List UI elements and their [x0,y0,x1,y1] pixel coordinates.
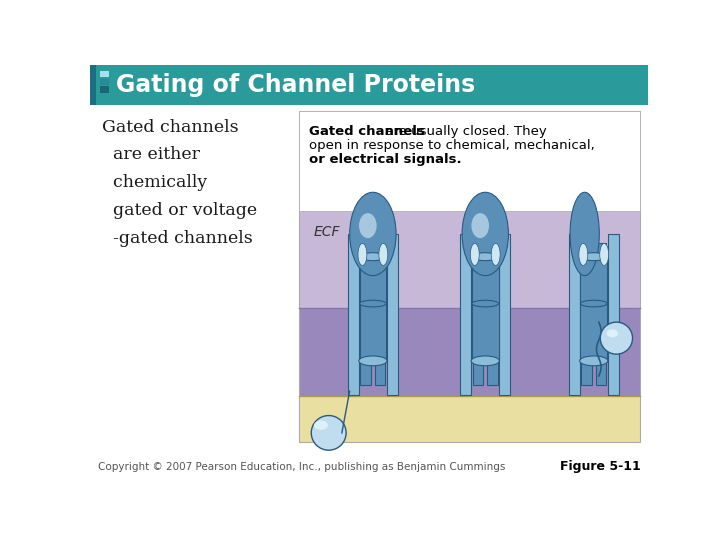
Bar [100,86,109,92]
Bar [360,244,371,386]
Bar [100,79,109,85]
Text: or electrical signals.: or electrical signals. [309,153,462,166]
Ellipse shape [470,244,480,266]
Bar [581,244,592,386]
Bar [359,256,386,361]
Ellipse shape [379,244,388,266]
Text: Gated channels: Gated channels [102,119,238,136]
Text: -gated channels: -gated channels [102,230,253,247]
Text: are usually closed. They: are usually closed. They [382,125,547,138]
Bar [90,65,648,105]
Ellipse shape [311,416,346,450]
Bar [487,244,498,386]
Ellipse shape [472,253,498,261]
Text: Gating of Channel Proteins: Gating of Channel Proteins [116,73,474,97]
Ellipse shape [570,192,599,275]
Text: are either: are either [102,146,199,164]
Text: open in response to chemical, mechanical,: open in response to chemical, mechanical… [309,139,594,152]
Ellipse shape [471,356,500,366]
Ellipse shape [580,253,607,261]
Bar [300,308,640,396]
Bar [387,234,398,395]
Ellipse shape [358,244,367,266]
Bar [100,71,109,77]
Bar [300,111,640,211]
Ellipse shape [580,356,608,366]
Bar [460,234,471,395]
Ellipse shape [607,329,618,338]
Bar [300,111,640,442]
Text: gated or voltage: gated or voltage [102,202,257,219]
Bar [569,234,580,395]
Ellipse shape [600,322,633,354]
Ellipse shape [472,300,498,307]
Bar [595,244,606,386]
Bar [580,256,607,361]
Ellipse shape [579,244,588,266]
Bar [473,244,483,386]
Ellipse shape [580,300,607,307]
Ellipse shape [314,421,328,430]
Bar [300,211,640,308]
Text: Figure 5-11: Figure 5-11 [559,460,640,473]
Ellipse shape [472,213,489,238]
Text: Gated channels: Gated channels [309,125,424,138]
Text: Copyright © 2007 Pearson Education, Inc., publishing as Benjamin Cummings: Copyright © 2007 Pearson Education, Inc.… [98,462,505,472]
Bar [608,234,619,395]
Text: ECF: ECF [313,225,340,239]
Ellipse shape [350,192,396,275]
Bar [348,234,359,395]
Bar [375,244,385,386]
Ellipse shape [491,244,500,266]
Ellipse shape [359,300,386,307]
Bar [472,256,498,361]
Ellipse shape [359,213,377,238]
Ellipse shape [462,192,508,275]
Ellipse shape [359,356,387,366]
Ellipse shape [600,244,608,266]
Bar [500,234,510,395]
Ellipse shape [359,253,386,261]
Bar [90,65,96,105]
Text: chemically: chemically [102,174,207,191]
Bar [300,396,640,442]
